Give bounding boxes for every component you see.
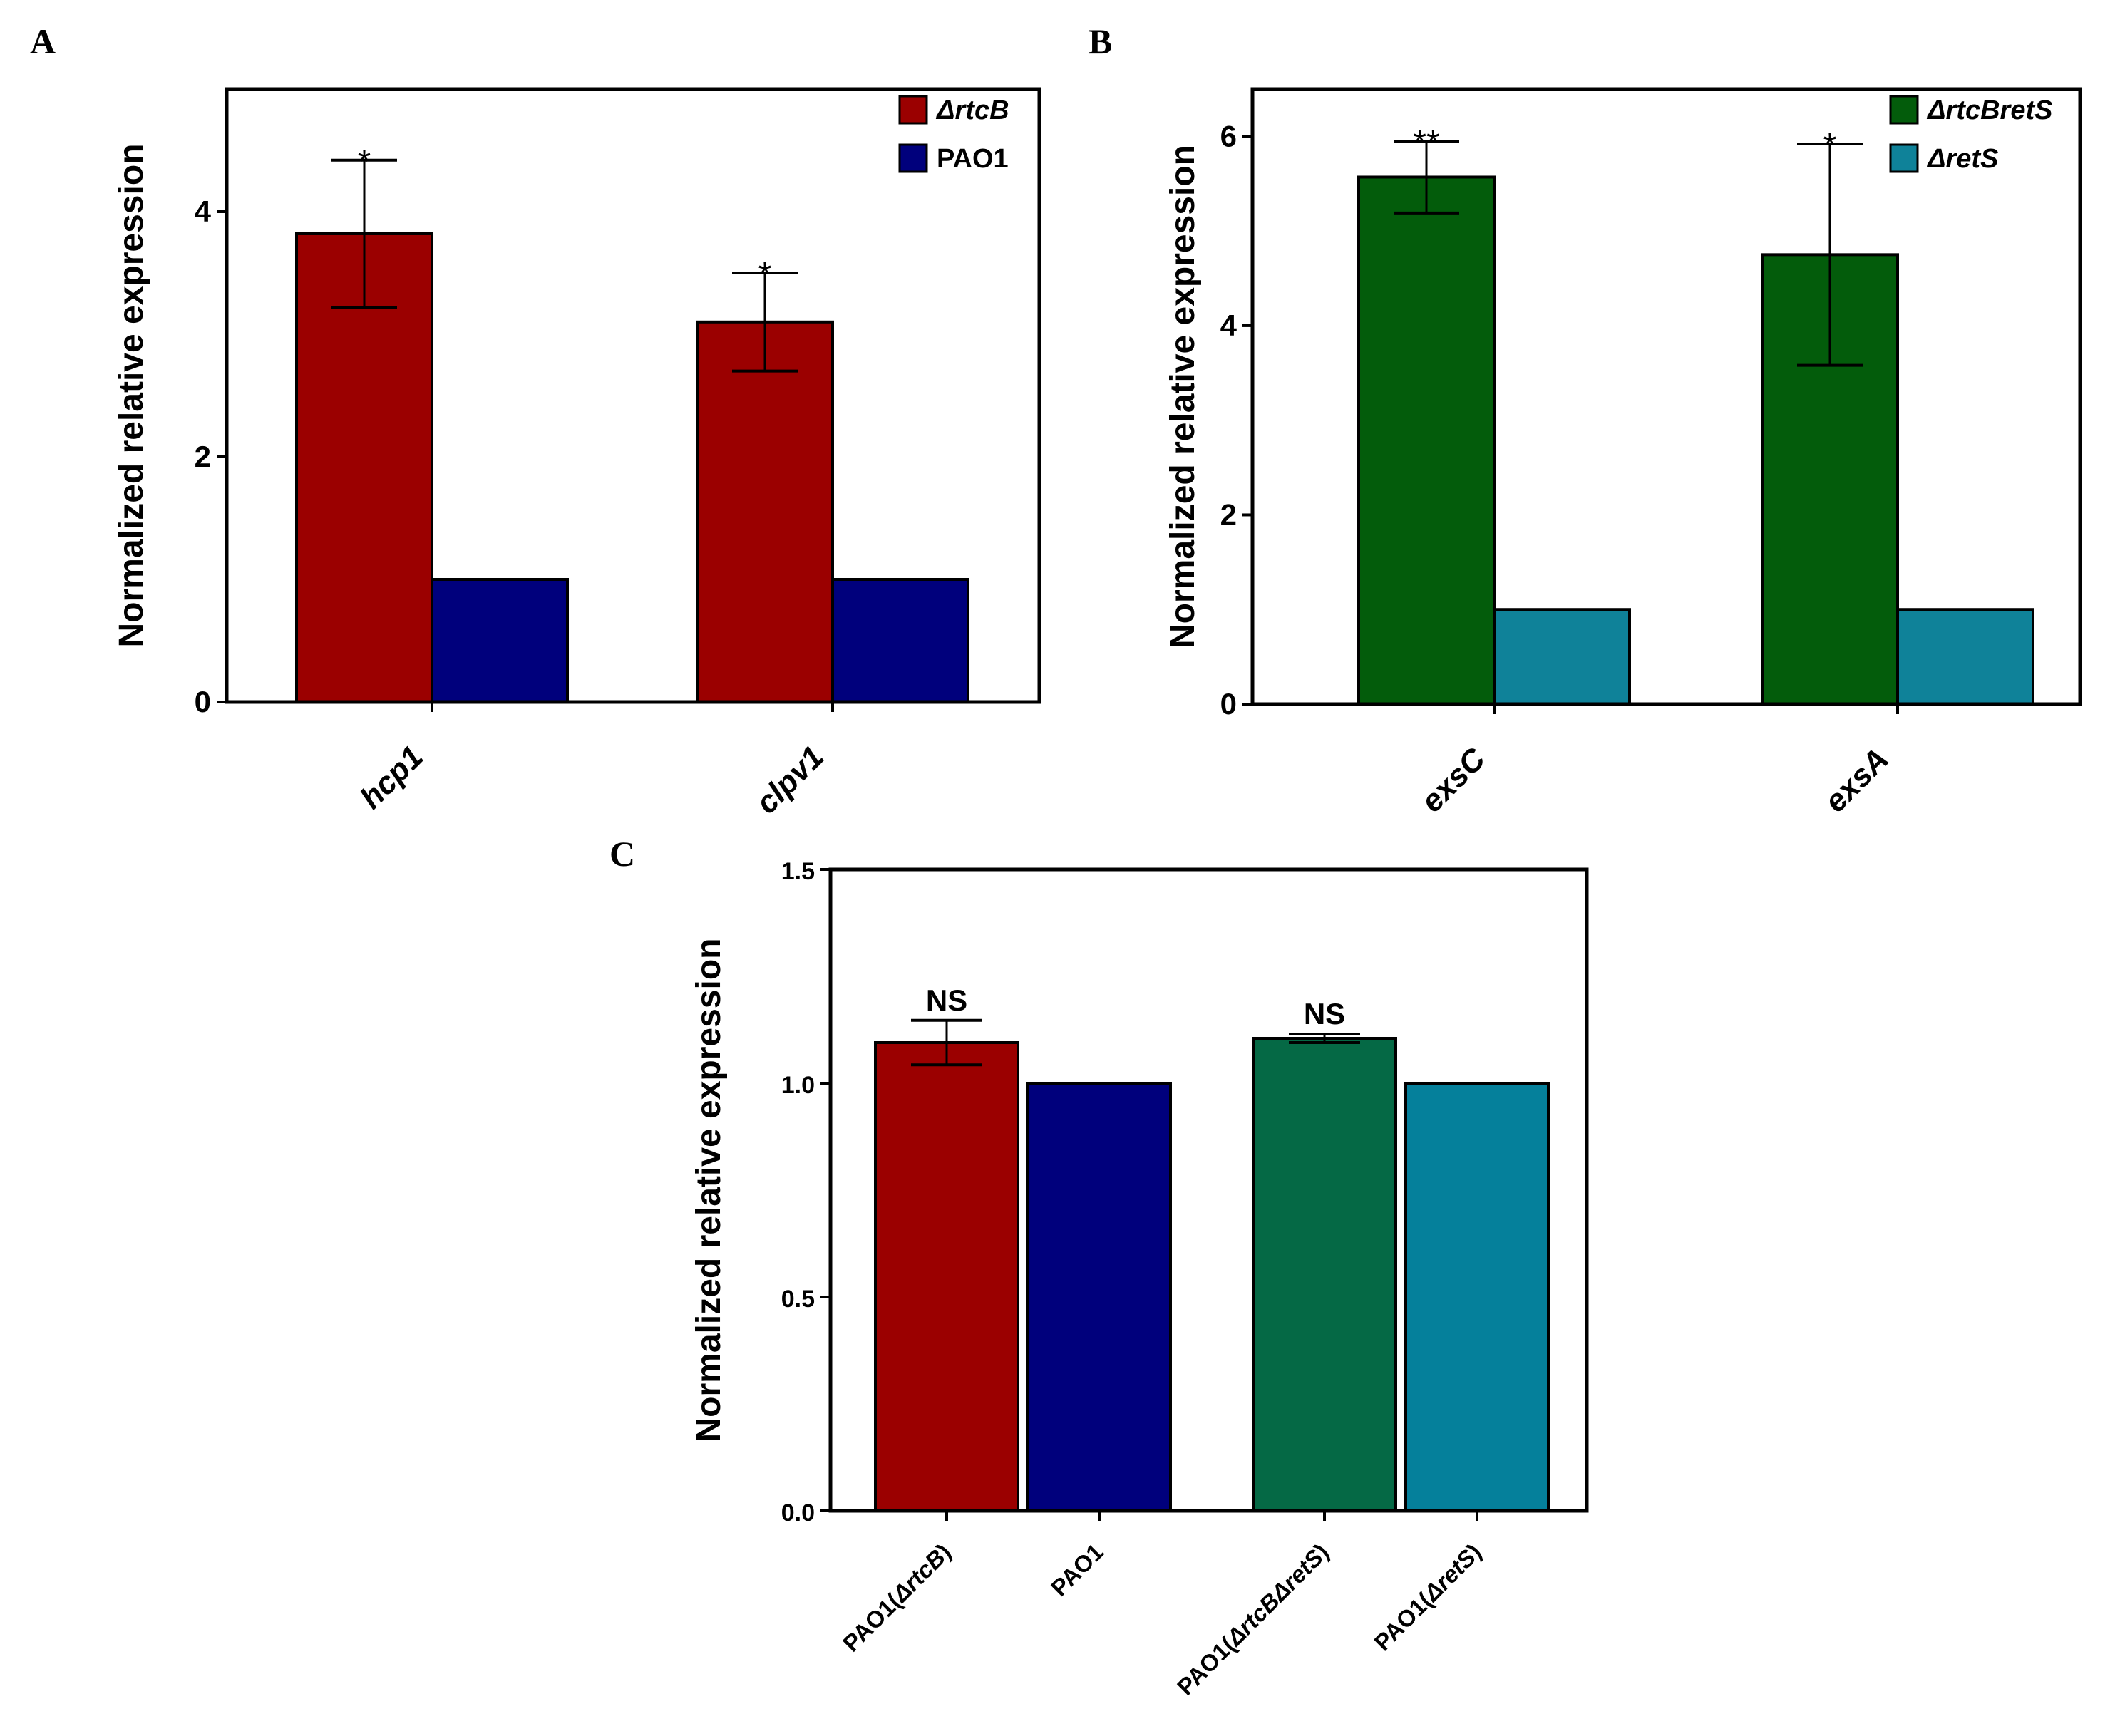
plot-frame [828, 867, 1589, 1513]
panel-letter: C [609, 834, 635, 874]
bar [1896, 608, 2034, 706]
y-tick-label: 1.5 [781, 858, 815, 885]
panel-c: C Normalized relative expression 0.0 0.5 1.0… [609, 834, 1589, 1700]
panel-a: A Normalized relative expression 0 2 4 * hcp1 *… [30, 21, 1041, 821]
x-tick-label: PAO1(ΔrtcBΔretS) [1172, 1539, 1334, 1700]
legend-label: PAO1 [937, 144, 1009, 174]
significance-label: NS [926, 983, 967, 1017]
plot-frame [225, 87, 1041, 704]
x-tick-label: clpv1 [749, 739, 830, 820]
bar [431, 578, 569, 703]
legend-swatch [1889, 95, 1919, 125]
y-tick-label: 2 [195, 440, 211, 473]
bar [874, 1041, 1019, 1512]
y-axis-label: Normalized relative expression [113, 144, 150, 648]
bar [1493, 608, 1631, 706]
bar [1026, 1082, 1172, 1512]
y-tick-label: 0.0 [781, 1499, 815, 1526]
y-axis-label: Normalized relative expression [690, 939, 728, 1442]
plot-frame [1250, 87, 2082, 706]
y-tick-label: 6 [1220, 119, 1237, 153]
significance-label: * [1823, 127, 1837, 165]
legend-swatch [1889, 143, 1919, 173]
x-tick-label: exsA [1818, 741, 1895, 819]
bar [1252, 1037, 1397, 1512]
panel-b: B Normalized relative expression 0 2 4 6 ** exs… [1089, 21, 2082, 820]
significance-label: * [758, 256, 772, 294]
y-tick-label: 0.5 [781, 1286, 815, 1313]
bar [696, 320, 834, 703]
bar [831, 578, 969, 703]
y-tick-label: 0 [1220, 687, 1237, 720]
bar [295, 232, 433, 703]
x-tick-label: PAO1 [1046, 1539, 1108, 1601]
panel-letter: B [1089, 21, 1112, 61]
y-tick-label: 2 [1220, 497, 1237, 531]
legend-swatch [898, 95, 928, 125]
bar [1357, 175, 1496, 706]
x-tick-label: exsC [1414, 741, 1493, 820]
x-tick-label: PAO1(ΔretS) [1369, 1539, 1486, 1656]
y-tick-label: 0 [195, 685, 211, 718]
significance-label: * [358, 143, 371, 181]
y-tick-label: 4 [1220, 309, 1237, 342]
x-tick-label: PAO1(ΔrtcB) [838, 1539, 956, 1657]
panel-letter: A [30, 21, 56, 61]
legend-swatch [898, 143, 928, 173]
x-tick-label: hcp1 [354, 739, 430, 815]
significance-label: ** [1413, 124, 1439, 162]
bar [1404, 1082, 1550, 1512]
legend-label: ΔrtcBretS [1926, 95, 2052, 125]
y-axis-label: Normalized relative expression [1164, 145, 1202, 649]
legend-label: ΔretS [1926, 144, 1998, 174]
y-tick-label: 4 [195, 195, 212, 228]
legend-label: ΔrtcB [935, 95, 1009, 125]
y-tick-label: 1.0 [781, 1072, 815, 1099]
significance-label: NS [1304, 997, 1345, 1030]
